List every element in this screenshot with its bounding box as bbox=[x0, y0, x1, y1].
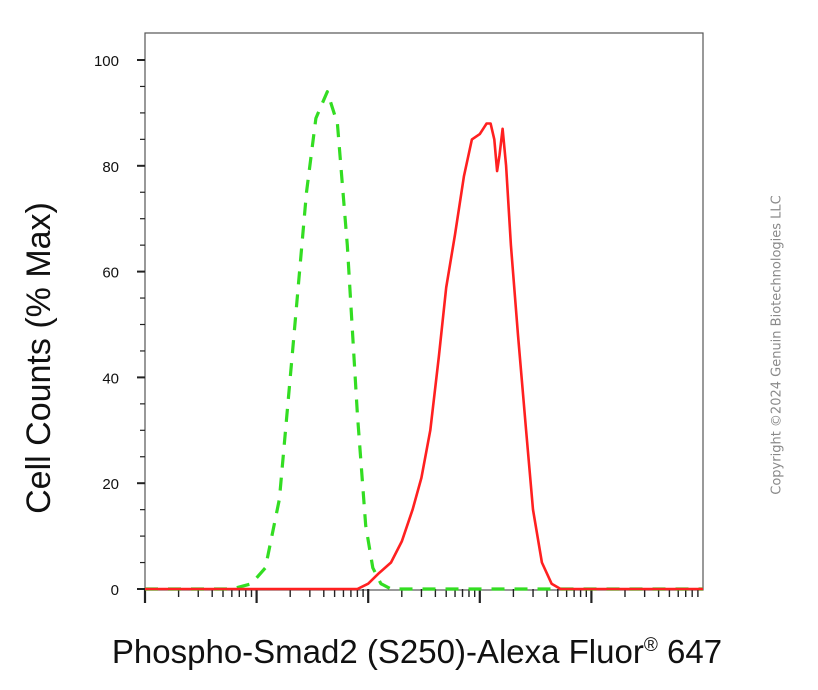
y-tick-label: 100 bbox=[94, 53, 119, 70]
copyright-watermark: Copyright ©2024 Genuin Biotechnologies L… bbox=[769, 195, 785, 495]
x-axis bbox=[143, 589, 699, 603]
plot-frame bbox=[144, 32, 704, 591]
y-tick-label: 20 bbox=[102, 476, 119, 493]
x-axis-title-registered: ® bbox=[644, 635, 658, 656]
x-axis-title-main: Phospho-Smad2 (S250)-Alexa Fluor bbox=[112, 633, 644, 670]
y-axis-title: Cell Counts (% Max) bbox=[20, 202, 58, 514]
y-tick-label: 0 bbox=[111, 582, 119, 599]
y-tick-label: 40 bbox=[102, 370, 119, 387]
x-axis-title-suffix: 647 bbox=[658, 633, 722, 670]
stained-histogram-line bbox=[145, 122, 703, 591]
y-tick-label: 60 bbox=[102, 265, 119, 282]
y-axis: 0 20 40 60 80 100 bbox=[94, 53, 145, 599]
y-tick-label: 80 bbox=[102, 159, 119, 176]
control-histogram-line bbox=[145, 90, 703, 591]
x-axis-title: Phospho-Smad2 (S250)-Alexa Fluor® 647 bbox=[112, 633, 722, 670]
series-layer bbox=[145, 90, 703, 591]
